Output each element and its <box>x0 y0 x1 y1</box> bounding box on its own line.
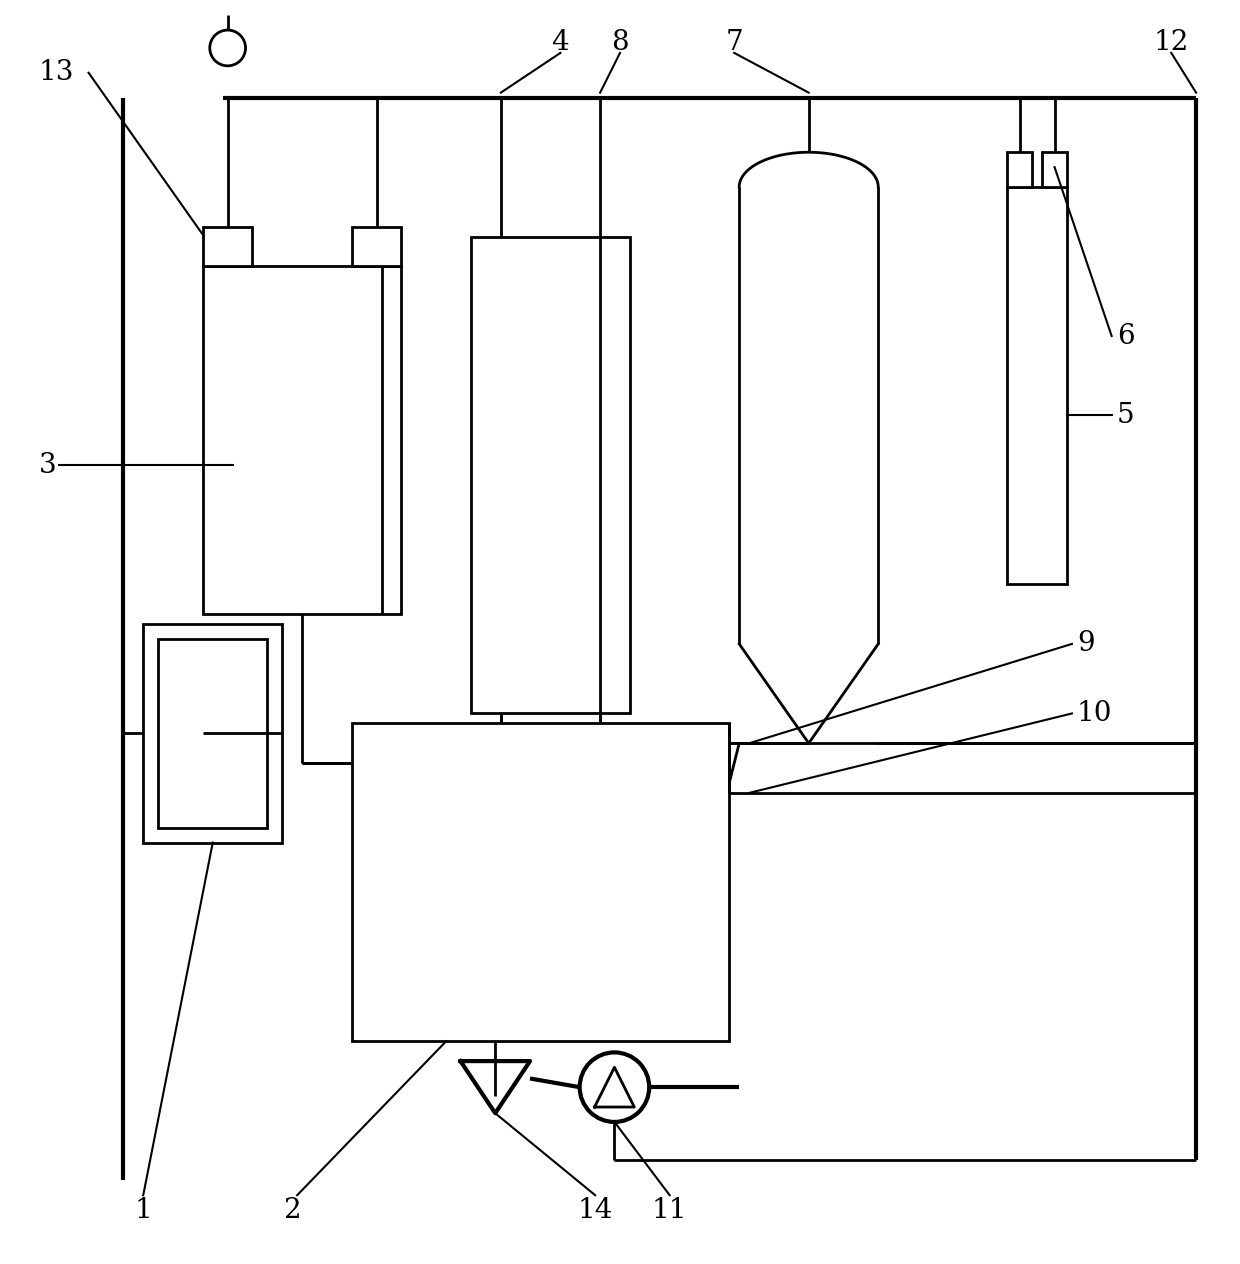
Bar <box>144 624 283 843</box>
Text: 6: 6 <box>1117 322 1135 350</box>
Text: 1: 1 <box>134 1197 153 1224</box>
Bar <box>352 723 729 1042</box>
Text: 5: 5 <box>1117 402 1135 428</box>
Text: 4: 4 <box>552 29 569 57</box>
Text: 8: 8 <box>611 29 629 57</box>
Bar <box>159 640 268 828</box>
Text: 3: 3 <box>38 451 57 479</box>
Bar <box>1007 187 1066 584</box>
Bar <box>203 267 402 614</box>
Text: 7: 7 <box>725 29 743 57</box>
Text: 9: 9 <box>1076 631 1095 657</box>
Text: 13: 13 <box>38 59 74 86</box>
Bar <box>203 226 253 267</box>
Bar <box>352 226 402 267</box>
Bar <box>1042 152 1066 187</box>
Text: 11: 11 <box>652 1197 687 1224</box>
Text: 10: 10 <box>1076 700 1112 727</box>
Text: 12: 12 <box>1153 29 1189 57</box>
Bar <box>471 236 630 713</box>
Text: 2: 2 <box>284 1197 301 1224</box>
Text: 14: 14 <box>578 1197 613 1224</box>
Bar <box>1007 152 1032 187</box>
